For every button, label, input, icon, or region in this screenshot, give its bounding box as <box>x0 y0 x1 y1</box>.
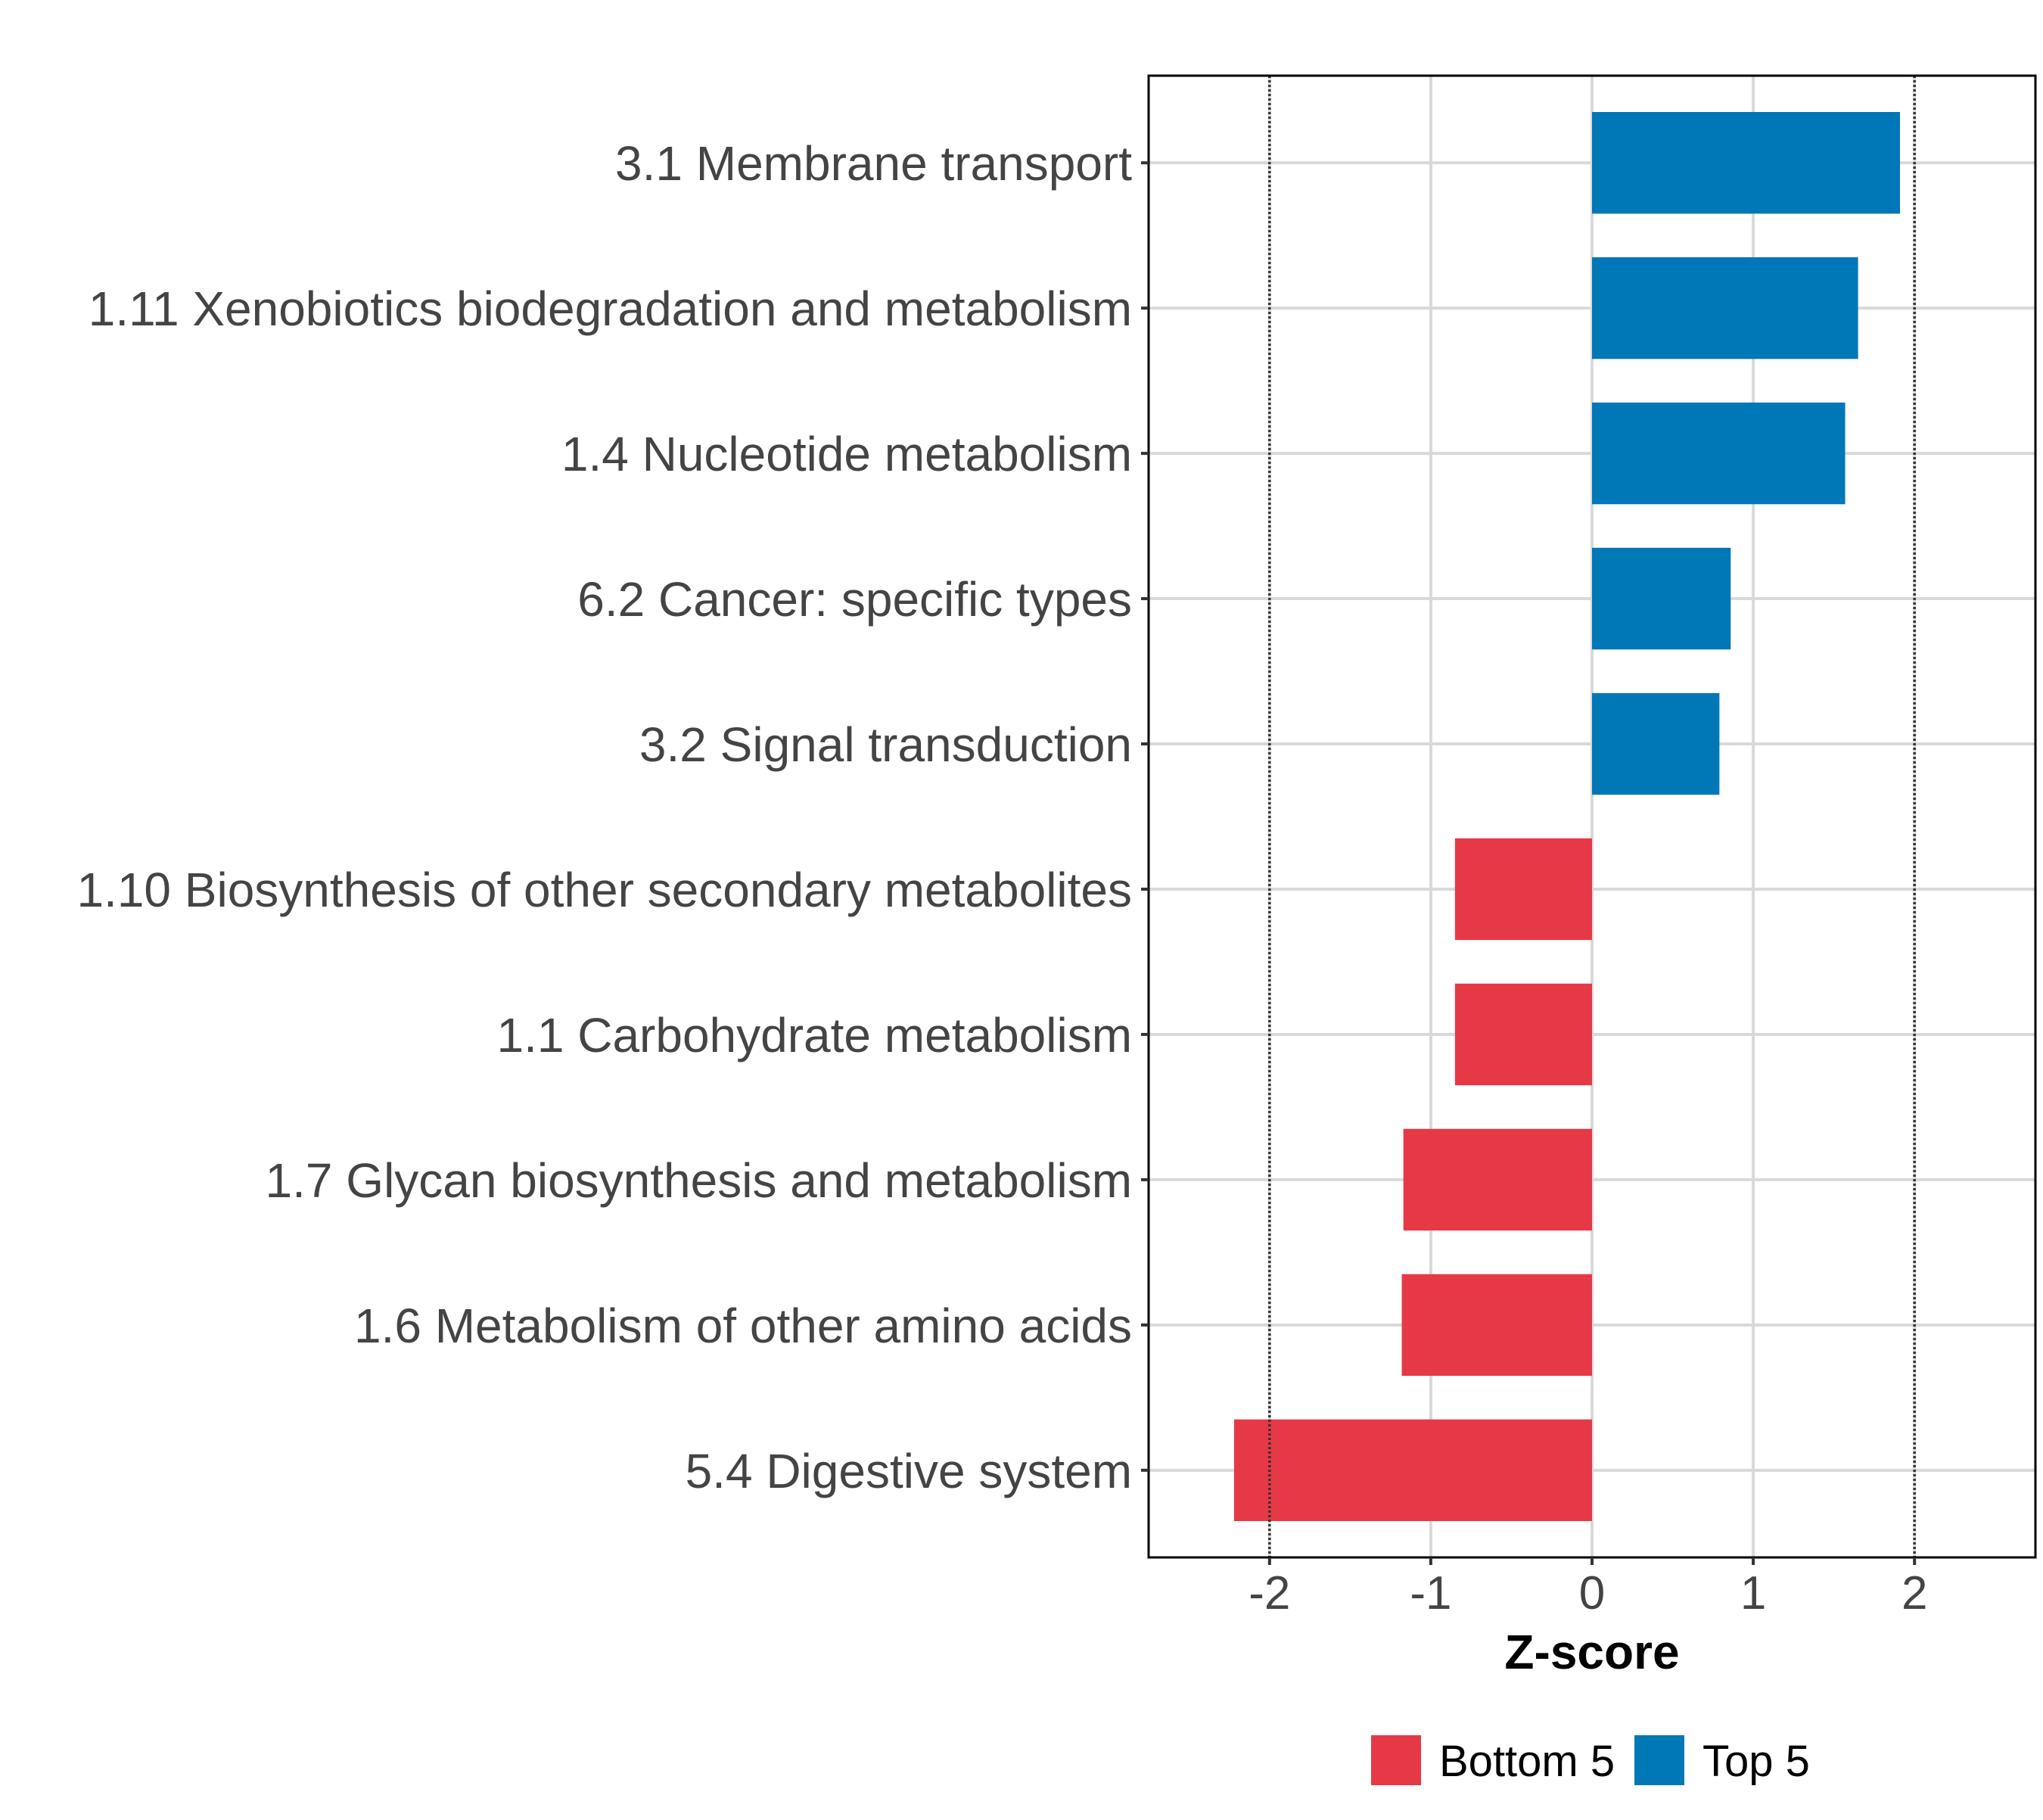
y-tick-label: 3.1 Membrane transport <box>615 136 1132 191</box>
legend-label: Top 5 <box>1702 1737 1810 1786</box>
legend: Bottom 5 Top 5 <box>1371 1735 1810 1786</box>
legend-item: Top 5 <box>1634 1735 1810 1786</box>
x-tick-label: 1 <box>1740 1567 1766 1619</box>
bar <box>1592 547 1731 650</box>
bar <box>1403 1128 1592 1231</box>
bar <box>1592 257 1858 359</box>
reference-lines-layer <box>1268 76 1916 1557</box>
legend-label: Bottom 5 <box>1439 1737 1615 1786</box>
bar <box>1454 838 1592 941</box>
x-tick-label: -2 <box>1248 1567 1290 1619</box>
bar <box>1233 1419 1592 1522</box>
x-axis: -2 -1 0 1 2 <box>1248 1557 1927 1619</box>
y-tick-label: 1.6 Metabolism of other amino acids <box>354 1299 1132 1353</box>
x-tick-label: 0 <box>1579 1567 1605 1619</box>
y-tick-label: 3.2 Signal transduction <box>639 717 1132 772</box>
y-axis: 3.1 Membrane transport 1.11 Xenobiotics b… <box>76 136 1149 1498</box>
y-tick-label: 1.4 Nucleotide metabolism <box>561 427 1132 481</box>
y-tick-label: 1.7 Glycan biosynthesis and metabolism <box>266 1153 1132 1208</box>
y-tick-label: 1.11 Xenobiotics biodegradation and meta… <box>89 282 1132 336</box>
bar <box>1592 692 1720 795</box>
x-axis-title: Z-score <box>1504 1625 1679 1679</box>
y-tick-label: 1.1 Carbohydrate metabolism <box>496 1008 1132 1062</box>
bar <box>1454 983 1592 1086</box>
legend-key <box>1371 1735 1421 1785</box>
legend-key <box>1634 1735 1684 1785</box>
x-tick-label: -1 <box>1410 1567 1451 1619</box>
bar <box>1592 402 1846 505</box>
bar <box>1401 1274 1592 1377</box>
legend-item: Bottom 5 <box>1371 1735 1615 1786</box>
x-tick-label: 2 <box>1902 1567 1927 1619</box>
y-tick-label: 1.10 Biosynthesis of other secondary met… <box>76 863 1132 917</box>
bar <box>1592 111 1901 214</box>
y-tick-label: 5.4 Digestive system <box>686 1444 1132 1498</box>
bars-layer <box>1233 111 1901 1522</box>
y-tick-label: 6.2 Cancer: specific types <box>577 572 1132 627</box>
